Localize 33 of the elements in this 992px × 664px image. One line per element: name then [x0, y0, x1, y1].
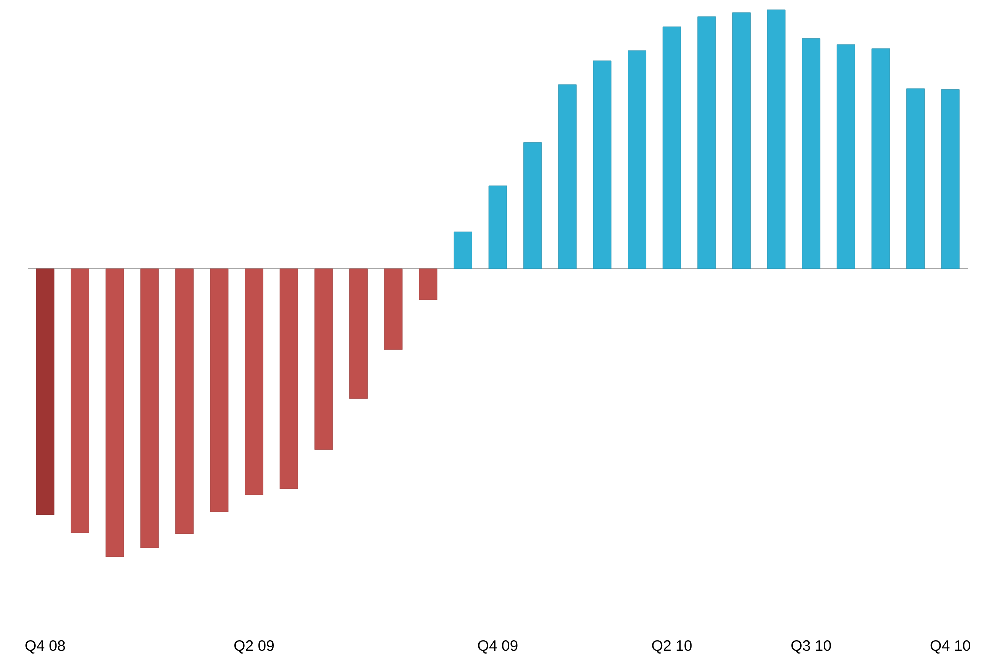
bar	[767, 10, 786, 270]
bar	[280, 268, 298, 490]
bar	[662, 26, 682, 270]
bar	[872, 48, 890, 270]
bar	[906, 88, 925, 270]
x-tick-label: Q2 09	[234, 640, 274, 654]
bar	[454, 232, 472, 270]
bar	[106, 268, 124, 558]
bar	[36, 268, 55, 516]
bar	[140, 268, 160, 548]
bar	[245, 268, 264, 496]
bar	[802, 38, 821, 270]
bar	[210, 268, 229, 512]
bar	[732, 12, 751, 270]
bar	[593, 60, 612, 270]
bar	[350, 268, 368, 400]
bar	[558, 84, 577, 270]
bar	[941, 90, 960, 270]
bar	[314, 268, 334, 450]
x-tick-label: Q3 10	[792, 640, 832, 654]
bar	[628, 50, 646, 270]
x-tick-label: Q4 08	[26, 640, 66, 654]
bar	[836, 44, 856, 270]
bar	[488, 186, 508, 270]
bar	[71, 268, 90, 534]
x-tick-label: Q2 10	[652, 640, 692, 654]
x-tick-label: Q4 10	[930, 640, 970, 654]
x-tick-label: Q4 09	[478, 640, 518, 654]
bar	[419, 268, 438, 300]
bar	[175, 268, 194, 534]
bar	[384, 268, 403, 350]
bar	[698, 16, 716, 270]
bar	[524, 142, 542, 270]
